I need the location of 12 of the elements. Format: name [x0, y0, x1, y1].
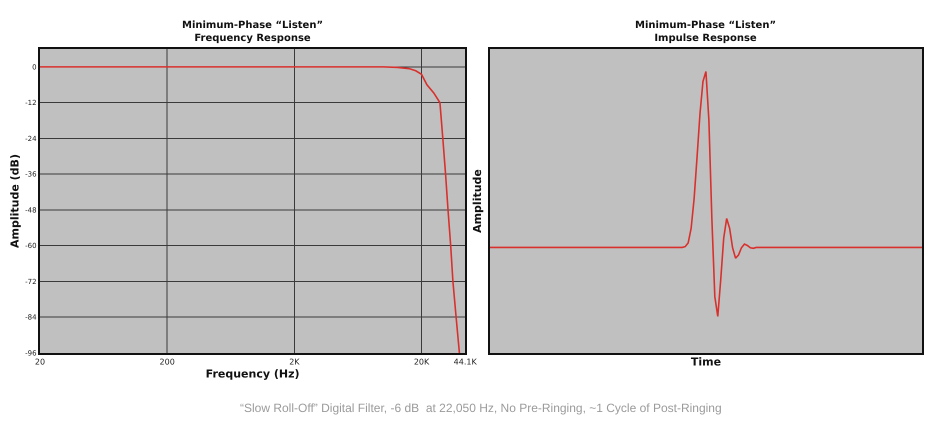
y-axis-title: Amplitude [471, 169, 484, 233]
x-axis-title: Time [690, 356, 722, 369]
chart-title: Minimum-Phase “Listen” Impulse Response [635, 20, 776, 44]
x-tick-label: 2K [289, 358, 300, 367]
x-axis-title: Frequency (Hz) [206, 367, 300, 380]
x-tick-label: 20K [414, 358, 430, 367]
text: “Slow Roll-Off” Digital Filter, -6 dB at 22,050 Hz, No Pre-Ringing, ~1 Cycle of Post-Ringing [240, 401, 722, 415]
x-tick-label: 200 [160, 358, 175, 367]
x-tick-label: 20 [34, 358, 46, 367]
chart-title: Minimum-Phase “Listen” Frequency Response [182, 20, 324, 44]
y-axis-title: Amplitude (dB) [8, 154, 22, 248]
x-tick-label: 44.1K [454, 358, 478, 367]
